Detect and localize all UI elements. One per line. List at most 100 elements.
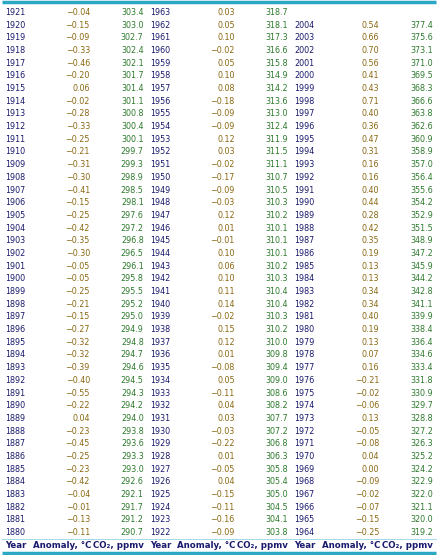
Text: 294.9: 294.9 xyxy=(121,325,144,334)
Text: 366.6: 366.6 xyxy=(410,97,433,105)
Text: CO₂, ppmv: CO₂, ppmv xyxy=(93,542,144,551)
Text: 292.6: 292.6 xyxy=(121,477,144,486)
Text: 301.7: 301.7 xyxy=(121,71,144,80)
Text: 1986: 1986 xyxy=(294,249,314,258)
Text: −0.09: −0.09 xyxy=(210,122,235,131)
Text: 351.5: 351.5 xyxy=(410,224,433,233)
Text: −0.13: −0.13 xyxy=(66,516,90,524)
Text: Anomaly, °C: Anomaly, °C xyxy=(177,542,236,551)
Text: 1995: 1995 xyxy=(294,135,315,144)
Text: −0.18: −0.18 xyxy=(210,97,235,105)
Text: −0.03: −0.03 xyxy=(210,198,235,207)
Text: 0.34: 0.34 xyxy=(362,287,379,296)
Text: 0.05: 0.05 xyxy=(217,376,235,385)
Text: −0.41: −0.41 xyxy=(66,185,90,194)
Text: 1987: 1987 xyxy=(294,236,314,245)
Text: 339.9: 339.9 xyxy=(410,312,433,321)
Text: 1914: 1914 xyxy=(5,97,25,105)
Text: 302.7: 302.7 xyxy=(121,33,144,42)
Text: 0.35: 0.35 xyxy=(362,236,379,245)
Text: 1937: 1937 xyxy=(150,338,170,347)
Text: 325.2: 325.2 xyxy=(410,452,433,461)
Text: −0.46: −0.46 xyxy=(66,59,90,68)
Text: 308.6: 308.6 xyxy=(266,388,288,397)
Text: 1980: 1980 xyxy=(294,325,314,334)
Text: 301.1: 301.1 xyxy=(121,97,144,105)
Text: 1978: 1978 xyxy=(294,351,314,360)
Text: 1897: 1897 xyxy=(5,312,25,321)
Text: −0.05: −0.05 xyxy=(66,261,90,271)
Text: 302.4: 302.4 xyxy=(121,46,144,55)
Text: 1886: 1886 xyxy=(5,452,25,461)
Text: 296.5: 296.5 xyxy=(121,249,144,258)
Text: 1985: 1985 xyxy=(294,261,314,271)
Text: 306.3: 306.3 xyxy=(266,452,288,461)
Text: 0.15: 0.15 xyxy=(217,325,235,334)
Text: 1880: 1880 xyxy=(5,528,25,537)
Text: 1884: 1884 xyxy=(5,477,25,486)
Text: 301.4: 301.4 xyxy=(121,84,144,93)
Text: −0.09: −0.09 xyxy=(66,33,90,42)
Text: 363.8: 363.8 xyxy=(410,109,433,118)
Text: 310.0: 310.0 xyxy=(266,338,288,347)
Text: 294.6: 294.6 xyxy=(121,363,144,372)
Text: 298.9: 298.9 xyxy=(121,173,144,182)
Text: 310.2: 310.2 xyxy=(266,261,288,271)
Text: 309.0: 309.0 xyxy=(266,376,288,385)
Text: 0.05: 0.05 xyxy=(217,59,235,68)
Text: −0.25: −0.25 xyxy=(66,452,90,461)
Text: 299.7: 299.7 xyxy=(120,148,144,157)
Text: 331.8: 331.8 xyxy=(410,376,433,385)
Text: 291.2: 291.2 xyxy=(121,516,144,524)
Text: 1971: 1971 xyxy=(294,440,314,448)
Text: 1889: 1889 xyxy=(5,414,25,423)
Text: −0.11: −0.11 xyxy=(210,388,235,397)
Text: 0.10: 0.10 xyxy=(217,71,235,80)
Text: 327.2: 327.2 xyxy=(410,427,433,436)
Text: 1982: 1982 xyxy=(294,300,314,309)
Text: 0.10: 0.10 xyxy=(217,249,235,258)
Text: −0.01: −0.01 xyxy=(210,236,235,245)
Text: 294.2: 294.2 xyxy=(121,401,144,410)
Text: 344.2: 344.2 xyxy=(410,274,433,284)
Text: −0.28: −0.28 xyxy=(66,109,90,118)
Text: 1994: 1994 xyxy=(294,148,314,157)
Text: 310.4: 310.4 xyxy=(266,287,288,296)
Text: 342.8: 342.8 xyxy=(410,287,433,296)
Text: 328.8: 328.8 xyxy=(410,414,433,423)
Text: −0.21: −0.21 xyxy=(66,148,90,157)
Text: 1976: 1976 xyxy=(294,376,314,385)
Text: −0.02: −0.02 xyxy=(66,97,90,105)
Text: 299.3: 299.3 xyxy=(121,160,144,169)
Text: −0.45: −0.45 xyxy=(66,440,90,448)
Text: 1922: 1922 xyxy=(150,528,170,537)
Text: 1900: 1900 xyxy=(5,274,25,284)
Text: 310.3: 310.3 xyxy=(266,312,288,321)
Text: 0.16: 0.16 xyxy=(362,173,379,182)
Text: −0.27: −0.27 xyxy=(66,325,90,334)
Text: 1998: 1998 xyxy=(294,97,314,105)
Text: 348.9: 348.9 xyxy=(410,236,433,245)
Text: 307.7: 307.7 xyxy=(265,414,288,423)
Text: 1949: 1949 xyxy=(150,185,170,194)
Text: 369.5: 369.5 xyxy=(410,71,433,80)
Text: 311.1: 311.1 xyxy=(266,160,288,169)
Text: 0.13: 0.13 xyxy=(362,261,379,271)
Text: 310.5: 310.5 xyxy=(266,185,288,194)
Text: 1979: 1979 xyxy=(294,338,315,347)
Text: 313.0: 313.0 xyxy=(266,109,288,118)
Text: 358.9: 358.9 xyxy=(410,148,433,157)
Text: 0.42: 0.42 xyxy=(362,224,379,233)
Text: 310.1: 310.1 xyxy=(266,224,288,233)
Text: 307.2: 307.2 xyxy=(265,427,288,436)
Text: −0.16: −0.16 xyxy=(210,516,235,524)
Text: 311.9: 311.9 xyxy=(266,135,288,144)
Text: 1951: 1951 xyxy=(150,160,170,169)
Text: 303.8: 303.8 xyxy=(266,528,288,537)
Text: 314.2: 314.2 xyxy=(266,84,288,93)
Text: 360.9: 360.9 xyxy=(410,135,433,144)
Text: 1910: 1910 xyxy=(5,148,25,157)
Text: 297.6: 297.6 xyxy=(121,211,144,220)
Text: 0.10: 0.10 xyxy=(217,274,235,284)
Text: −0.20: −0.20 xyxy=(66,71,90,80)
